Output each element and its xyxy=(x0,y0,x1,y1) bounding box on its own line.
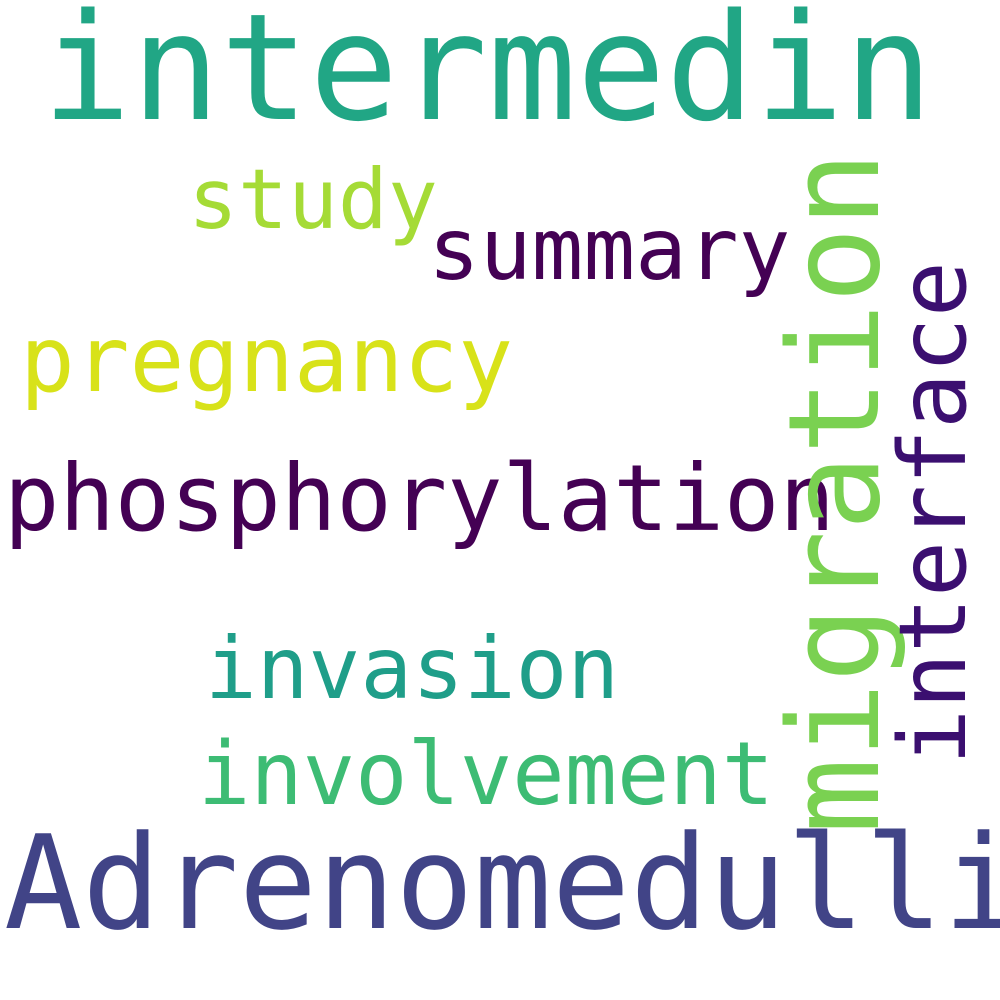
word-involvement: involvement xyxy=(198,723,775,825)
word-study: study xyxy=(188,151,438,248)
word-pregnancy: pregnancy xyxy=(20,308,514,413)
word-phosphorylation: phosphorylation xyxy=(4,445,835,552)
word-summary: summary xyxy=(428,200,791,300)
word-invasion: invasion xyxy=(205,619,620,719)
word-interface: interface xyxy=(879,261,987,765)
word-adrenomedullin: Adrenomedullin xyxy=(4,807,1000,959)
word-intermedin: intermedin xyxy=(42,0,934,154)
